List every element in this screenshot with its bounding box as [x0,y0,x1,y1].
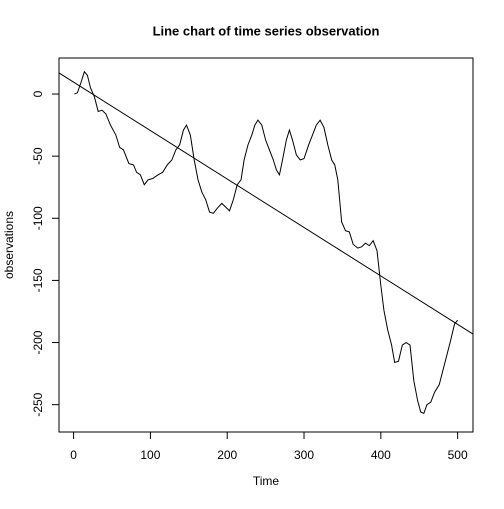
y-tick-label: -150 [31,268,45,292]
x-tick-label: 400 [371,448,391,462]
x-axis-label: Time [253,474,280,488]
y-tick-label: 0 [31,90,45,97]
y-tick-label: -100 [31,206,45,230]
y-tick-label: -200 [31,330,45,354]
x-tick-label: 500 [448,448,468,462]
y-tick-label: -50 [31,147,45,165]
trend-line [58,72,474,335]
x-tick-label: 100 [140,448,160,462]
y-axis-label: observations [2,211,16,279]
x-tick-label: 300 [294,448,314,462]
chart-title: Line chart of time series observation [153,23,380,38]
x-tick-label: 200 [217,448,237,462]
y-tick-label: -250 [31,392,45,416]
plot-frame [58,57,474,433]
x-tick-label: 0 [70,448,77,462]
series-line [74,70,459,415]
